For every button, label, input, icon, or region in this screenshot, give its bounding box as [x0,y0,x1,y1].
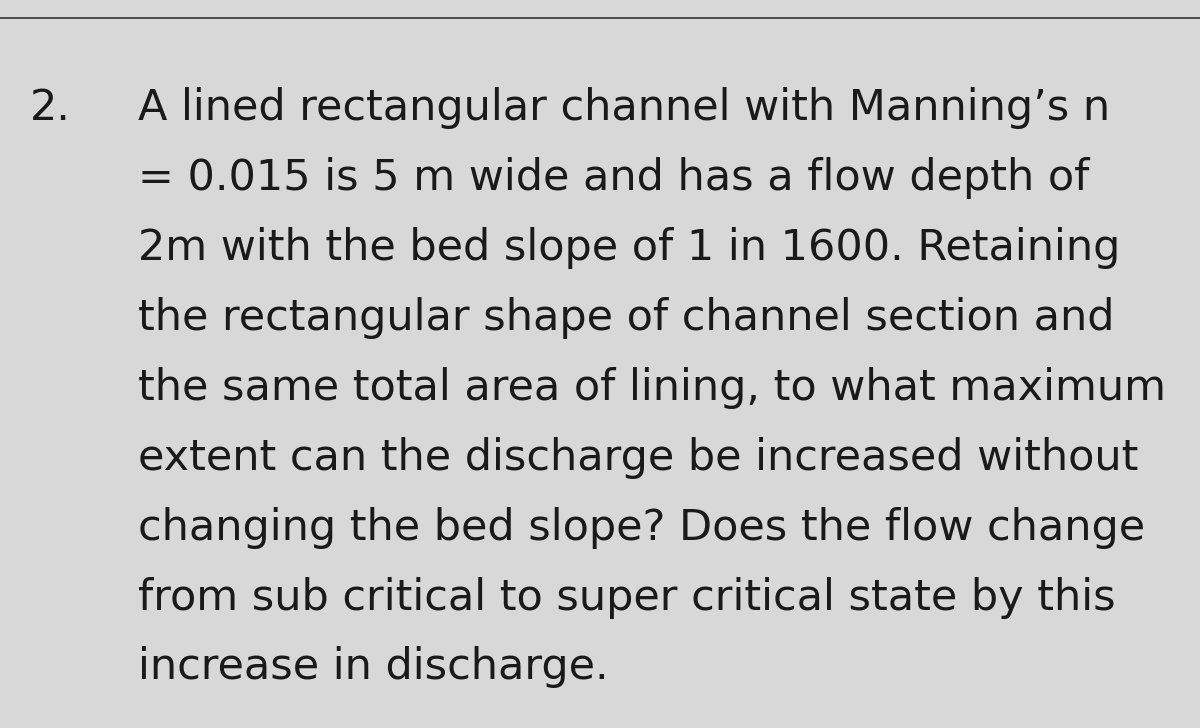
Text: A lined rectangular channel with Manning’s n: A lined rectangular channel with Manning… [138,87,1110,130]
Text: from sub critical to super critical state by this: from sub critical to super critical stat… [138,577,1116,619]
Text: changing the bed slope? Does the flow change: changing the bed slope? Does the flow ch… [138,507,1145,549]
Text: increase in discharge.: increase in discharge. [138,646,608,689]
Text: 2m with the bed slope of 1 in 1600. Retaining: 2m with the bed slope of 1 in 1600. Reta… [138,227,1121,269]
Text: the same total area of lining, to what maximum: the same total area of lining, to what m… [138,367,1166,409]
Text: extent can the discharge be increased without: extent can the discharge be increased wi… [138,437,1139,479]
Text: = 0.015 is 5 m wide and has a flow depth of: = 0.015 is 5 m wide and has a flow depth… [138,157,1090,199]
Text: the rectangular shape of channel section and: the rectangular shape of channel section… [138,297,1115,339]
Text: 2.: 2. [30,87,71,130]
